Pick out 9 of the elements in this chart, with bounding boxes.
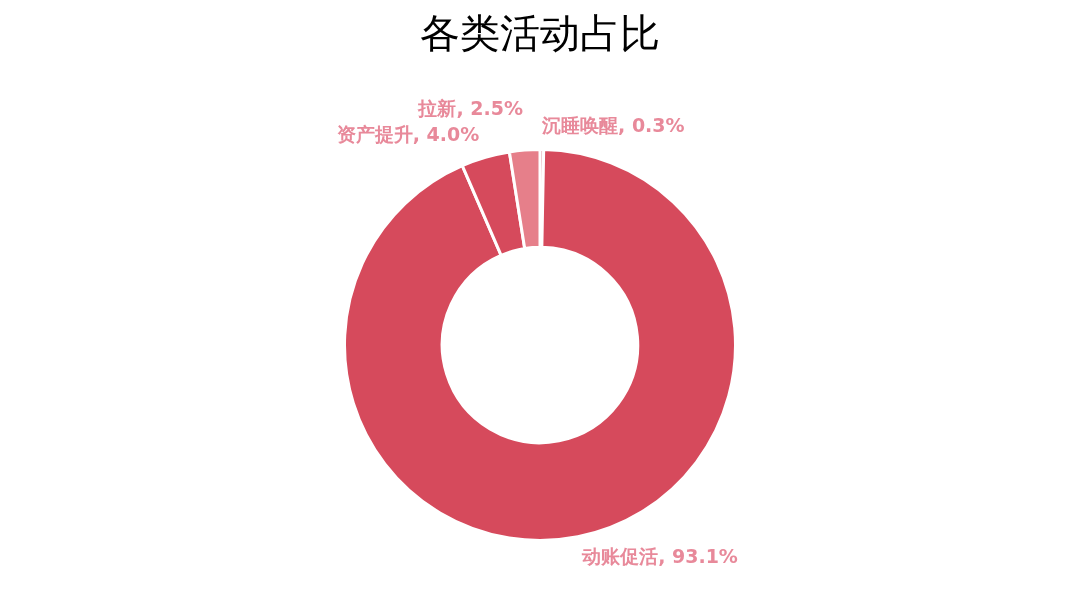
data-label: , 0.3% (618, 114, 685, 137)
slice-label: 沉睡唤醒 (541, 114, 619, 137)
data-label: , 4.0% (412, 123, 480, 146)
slice-label: 资产提升 (336, 123, 413, 146)
data-label: , 2.5% (456, 97, 523, 120)
slice-label: 拉新 (417, 97, 457, 120)
chart-title: 各类活动占比 (419, 9, 661, 58)
data-label: , 93.1% (658, 545, 738, 568)
slice-label: 动账促活 (581, 545, 659, 568)
